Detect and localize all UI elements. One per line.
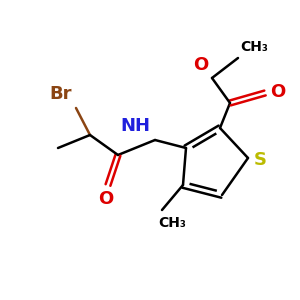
Text: O: O [193, 56, 208, 74]
Text: CH₃: CH₃ [240, 40, 268, 54]
Text: NH: NH [120, 117, 150, 135]
Text: S: S [254, 151, 267, 169]
Text: Br: Br [50, 85, 72, 103]
Text: O: O [98, 190, 114, 208]
Text: O: O [270, 83, 285, 101]
Text: CH₃: CH₃ [158, 216, 186, 230]
